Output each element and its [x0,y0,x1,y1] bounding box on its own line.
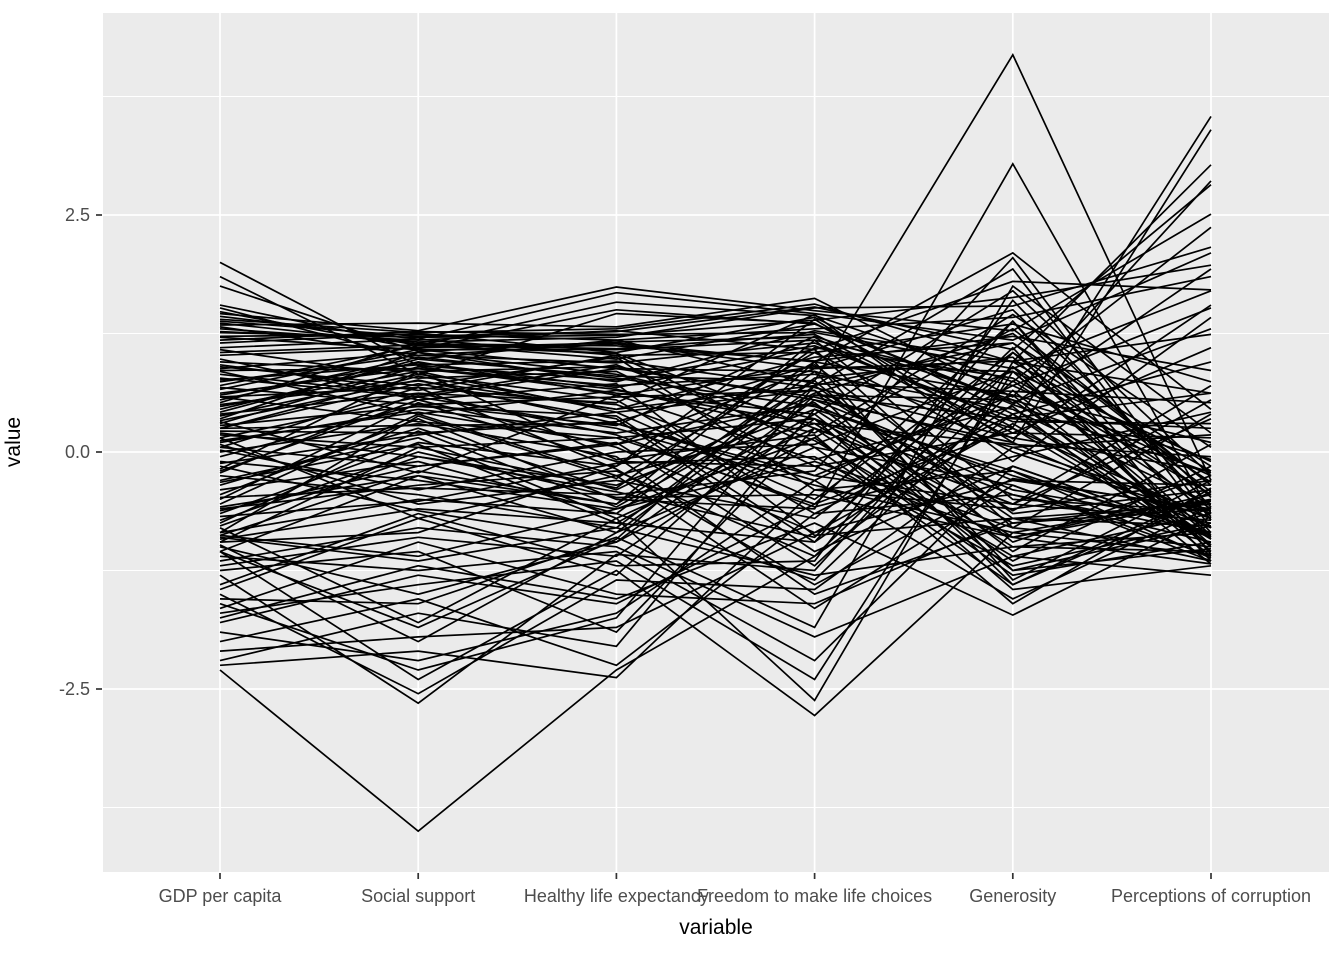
x-tick-label-perceptions-of-corruption: Perceptions of corruption [1110,886,1312,906]
parallel-line [219,365,1212,572]
parallel-line [219,401,1212,553]
parallel-line [219,256,1212,521]
parallel-line [219,335,1212,461]
parallel-line [219,370,1212,681]
parallel-line [219,386,1212,586]
x-tick-label-social-support: Social support [361,886,476,906]
parallel-line [219,307,1212,404]
parallel-line [219,427,1212,562]
parallel-line [219,342,1212,671]
parallel-line [219,320,1212,534]
data-lines [219,52,1212,833]
x-axis-title: variable [679,916,753,939]
parallel-line [219,526,1212,638]
parallel-line [219,268,1212,406]
parallel-line [219,280,1212,351]
parallel-line [219,446,1212,643]
parallel-line [219,351,1212,524]
parallel-line [219,367,1212,546]
parallel-line [219,264,1212,339]
parallel-line [219,329,1212,420]
parallel-line [219,316,1212,416]
x-tick-label-gdp-per-capita: GDP per capita [158,886,282,906]
parallel-line [219,289,1212,525]
parallel-line [219,370,1212,458]
parallel-line [219,370,1212,538]
y-tick-label-neg-2-5: -2.5 [58,679,90,699]
parallel-line [219,360,1212,629]
y-tick-label-2-5: 2.5 [64,205,90,225]
y-axis-title: value [2,416,25,468]
y-tick-label-0-0: 0.0 [64,442,90,462]
parallel-line [219,365,1212,833]
parallel-line [219,470,1212,679]
x-tick-label-healthy-life-expectancy: Healthy life expectancy [523,886,709,906]
parallel-line [219,370,1212,605]
parallel-line [219,298,1212,586]
parallel-line [219,356,1212,537]
parallel-line [219,284,1212,629]
parallel-line [219,351,1212,520]
parallel-line [219,367,1212,505]
parallel-line [219,479,1212,652]
parallel-line [219,465,1212,662]
parallel-line [219,396,1212,556]
parallel-line [219,346,1212,562]
axis-tick-marks [96,214,1212,879]
parallel-line [219,384,1212,534]
x-tick-label-freedom-to-make-life-choices: Freedom to make life choices [697,886,933,906]
parallel-line [219,319,1212,555]
parallel-line [219,389,1212,512]
parallel-line [219,422,1212,596]
parallel-line [219,427,1212,624]
parallel-line [219,417,1212,567]
parallel-line [219,515,1212,619]
parallel-line [219,394,1212,565]
x-tick-label-generosity: Generosity [969,886,1057,906]
parallel-line [219,460,1212,558]
parallel-line [219,115,1212,429]
parallel-line [219,52,1212,553]
parallel-line [219,386,1212,557]
parallel-line [219,267,1212,529]
parallel-line [219,351,1212,705]
parallel-line [219,418,1212,634]
parallel-line [219,526,1212,577]
parallel-line [219,307,1212,387]
parallel-line [219,346,1212,543]
